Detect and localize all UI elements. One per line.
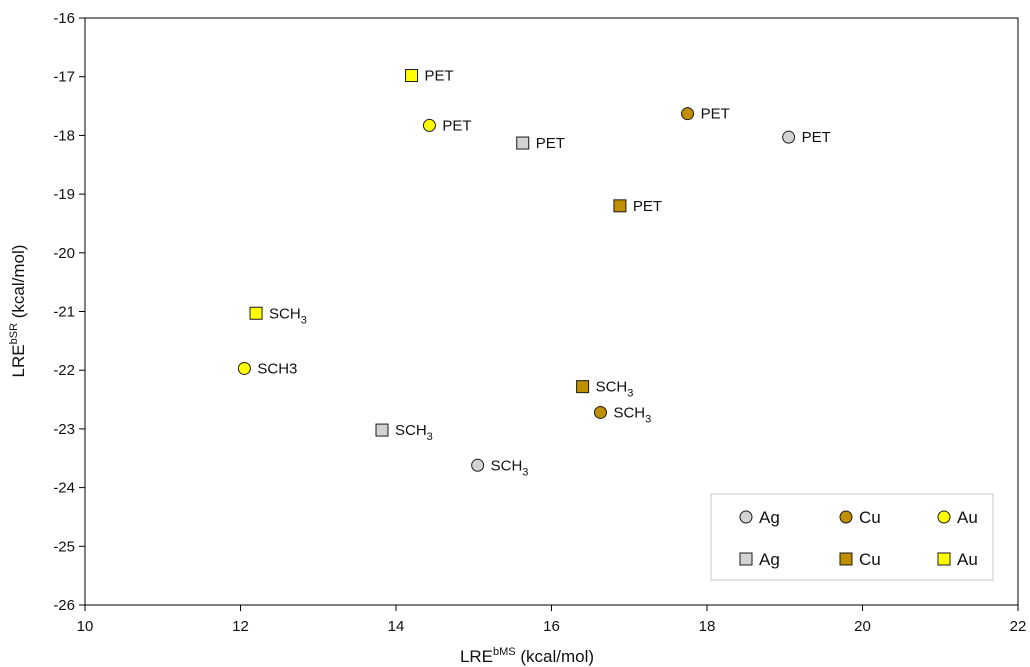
point-label: SCH3 (596, 379, 634, 400)
x-tick-label: 14 (388, 618, 405, 635)
point-circle-cu (593, 405, 607, 419)
point-label: SCH3 (269, 305, 307, 326)
point-label-subscript: 3 (427, 431, 433, 443)
point-label: SCH3 (257, 360, 297, 377)
y-tick-label: -24 (53, 480, 75, 497)
point-square-cu (576, 380, 590, 394)
legend-marker-square-cu (839, 552, 853, 566)
x-axis-title-unit: (kcal/mol) (516, 647, 594, 666)
point-square-cu (613, 199, 627, 213)
x-tick-label: 16 (543, 618, 560, 635)
point-circle-au (237, 361, 251, 375)
plot-area (84, 17, 1019, 606)
point-label-text: SCH (596, 379, 628, 396)
point-square-ag (516, 136, 530, 150)
x-tick-label: 10 (77, 618, 94, 635)
point-label: PET (425, 68, 454, 85)
point-label: SCH3 (395, 422, 433, 443)
x-tick-label: 12 (232, 618, 249, 635)
y-axis-ticks: -16 -17 -18 -19 -20 -21 -22 -23 -24 -25 -26 (53, 10, 85, 614)
y-tick-label: -18 (53, 127, 75, 144)
point-circle-ag (782, 130, 796, 144)
point-label-subscript: 3 (301, 314, 307, 326)
point-label-text: SCH (395, 422, 427, 439)
legend-box (710, 493, 994, 581)
point-label-text: PET (701, 106, 730, 123)
legend-marker-circle-ag (739, 510, 753, 524)
y-axis-title-unit: (kcal/mol) (9, 245, 28, 323)
legend-label: Au (957, 550, 978, 569)
legend-label: Ag (759, 550, 780, 569)
x-tick-label: 20 (854, 618, 871, 635)
point-label: PET (442, 117, 471, 134)
point-label-text: PET (536, 135, 565, 152)
y-tick-label: -22 (53, 362, 75, 379)
x-axis-title-base: LRE (460, 647, 493, 666)
point-label-subscript: 3 (627, 388, 633, 400)
legend-marker-square-ag (739, 552, 753, 566)
legend-label: Au (957, 508, 978, 527)
y-tick-label: -23 (53, 421, 75, 438)
point-label-text: PET (633, 198, 662, 215)
x-axis-title-sup: bMS (493, 646, 516, 658)
point-label-text: SCH (491, 457, 523, 474)
point-label: PET (536, 135, 565, 152)
y-tick-label: -20 (53, 245, 75, 262)
y-tick-label: -25 (53, 538, 75, 555)
y-tick-label: -19 (53, 186, 75, 203)
x-axis-ticks: 10 12 14 16 18 20 22 (77, 605, 1027, 635)
point-label: PET (802, 129, 831, 146)
legend-marker-circle-cu (839, 510, 853, 524)
legend-label: Cu (859, 508, 881, 527)
point-label-text: PET (442, 117, 471, 134)
y-tick-label: -16 (53, 10, 75, 27)
point-label-subscript: 3 (522, 466, 528, 478)
y-tick-label: -26 (53, 597, 75, 614)
point-square-au (405, 69, 419, 83)
data-points: PETSCH3PETSCH3PETSCH3PETSCH3PETSCH3PETSC… (237, 68, 831, 478)
x-tick-label: 18 (699, 618, 716, 635)
point-label-text: SCH (613, 404, 645, 421)
point-label-text: PET (425, 68, 454, 85)
x-axis-title: LREbMS (kcal/mol) (460, 646, 594, 666)
legend-label: Cu (859, 550, 881, 569)
point-circle-cu (681, 107, 695, 121)
point-label: PET (701, 106, 730, 123)
point-square-au (249, 306, 263, 320)
x-tick-label: 22 (1010, 618, 1027, 635)
point-label-text: SCH3 (257, 360, 297, 377)
point-square-ag (375, 423, 389, 437)
point-label-text: SCH (269, 305, 301, 322)
y-tick-label: -21 (53, 304, 75, 321)
point-circle-ag (471, 458, 485, 472)
legend: Ag Cu Au Ag Cu Au (710, 493, 994, 581)
y-axis-title-base: LRE (9, 344, 28, 377)
point-circle-au (422, 118, 436, 132)
y-axis-title: LREbSR (kcal/mol) (8, 245, 28, 378)
y-tick-label: -17 (53, 69, 75, 86)
legend-marker-circle-au (937, 510, 951, 524)
point-label: SCH3 (491, 457, 529, 478)
legend-marker-square-au (937, 552, 951, 566)
legend-label: Ag (759, 508, 780, 527)
point-label-subscript: 3 (645, 413, 651, 425)
point-label: SCH3 (613, 404, 651, 425)
y-axis-title-sup: bSR (8, 323, 20, 344)
point-label: PET (633, 198, 662, 215)
point-label-text: PET (802, 129, 831, 146)
